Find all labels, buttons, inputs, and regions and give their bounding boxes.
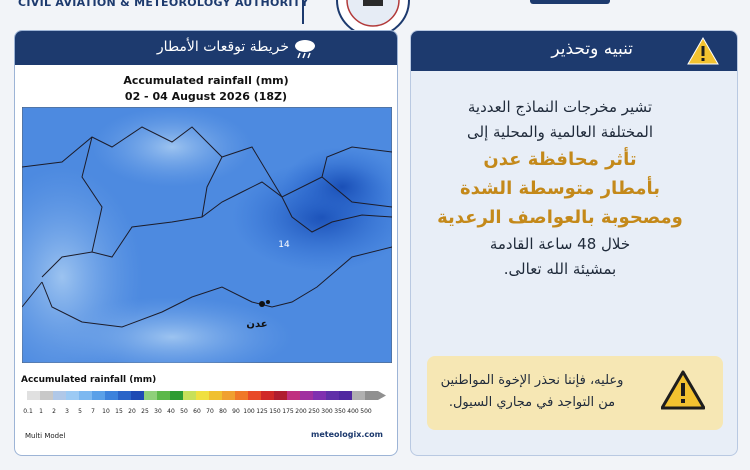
legend-swatch xyxy=(339,391,352,400)
warning-header: تنبيه وتحذير xyxy=(411,31,737,71)
city-label: عدن xyxy=(246,319,267,330)
legend: 0.1 1 2 3 5 7 10 15 20 25 30 40 50 60 70 80 90 100 125 150 1… xyxy=(23,391,386,415)
legend-swatch xyxy=(105,391,118,400)
body-line: بمشيئة الله تعالى. xyxy=(503,260,617,278)
legend-label: 70 xyxy=(206,408,214,415)
body-line: المختلفة العالمية والمحلية إلى xyxy=(467,123,653,141)
legend-label: 500 xyxy=(360,408,372,415)
legend-label: 2 xyxy=(52,408,56,415)
max-value-label: 14 xyxy=(278,240,290,250)
legend-swatch xyxy=(235,391,248,400)
legend-label: 200 xyxy=(295,408,307,415)
legend-label: 10 xyxy=(102,408,110,415)
legend-label: 175 xyxy=(282,408,294,415)
legend-swatch xyxy=(40,391,53,400)
legend-label: 150 xyxy=(269,408,281,415)
legend-label: 3 xyxy=(65,408,69,415)
alert-line: وعليه، فإننا نحذر الإخوة المواطنين xyxy=(440,373,624,388)
legend-swatch xyxy=(313,391,326,400)
legend-label: 25 xyxy=(141,408,149,415)
alert-box: وعليه، فإننا نحذر الإخوة المواطنين من الت… xyxy=(427,356,723,430)
legend-label: 80 xyxy=(219,408,227,415)
model-name: Multi Model xyxy=(25,432,66,440)
legend-label: 250 xyxy=(308,408,320,415)
source: meteologix.com xyxy=(311,430,383,439)
body-line: تشير مخرجات النماذج العددية xyxy=(467,98,653,116)
legend-label: 300 xyxy=(321,408,333,415)
authority-name: CIVIL AVIATION & METEOROLOGY AUTHORITY xyxy=(18,0,309,9)
legend-label: 7 xyxy=(91,408,95,415)
legend-swatch xyxy=(92,391,105,400)
legend-label: 125 xyxy=(256,408,268,415)
map-chart-subtitle: 02 - 04 August 2026 (18Z) xyxy=(124,90,288,103)
alert-line: من التواجد في مجاري السيول. xyxy=(448,395,616,410)
highlight-line: تأثر محافظة عدن xyxy=(483,149,637,170)
legend-swatch xyxy=(157,391,170,400)
legend-swatch xyxy=(118,391,131,400)
legend-label: 350 xyxy=(334,408,346,415)
legend-label: 1 xyxy=(39,408,43,415)
highlight-line: ومصحوبة بالعواصف الرعدية xyxy=(437,207,683,228)
warning-card: تنبيه وتحذير تشير مخرجات النماذج العددية… xyxy=(410,30,738,456)
legend-label: 30 xyxy=(154,408,162,415)
legend-swatch xyxy=(274,391,287,400)
legend-swatch xyxy=(79,391,92,400)
legend-swatch xyxy=(131,391,144,400)
legend-label: 90 xyxy=(232,408,240,415)
rain-icon xyxy=(295,40,315,59)
legend-label: 0.1 xyxy=(23,408,33,415)
warning-icon xyxy=(687,36,719,65)
map-heading: Accumulated rainfall (mm) 02 - 04 August… xyxy=(15,73,397,105)
legend-swatch xyxy=(365,391,378,400)
legend-label: 15 xyxy=(115,408,123,415)
map-card: خريطة توقعات الأمطار Accumulated rainfal… xyxy=(14,30,398,456)
warning-title: تنبيه وتحذير xyxy=(551,39,633,59)
legend-label: 60 xyxy=(193,408,201,415)
legend-label: 5 xyxy=(78,408,82,415)
legend-swatch xyxy=(261,391,274,400)
top-banner xyxy=(530,0,610,4)
map-card-title: خريطة توقعات الأمطار xyxy=(156,39,289,55)
legend-swatch xyxy=(209,391,222,400)
highlight-line: بأمطار متوسطة الشدة xyxy=(459,178,661,199)
legend-swatch xyxy=(300,391,313,400)
legend-label: 50 xyxy=(180,408,188,415)
divider xyxy=(302,0,304,24)
logo xyxy=(336,0,410,36)
legend-swatch xyxy=(352,391,365,400)
alert-text: وعليه، فإننا نحذر الإخوة المواطنين من الت… xyxy=(417,370,647,414)
legend-label: 100 xyxy=(243,408,255,415)
warning-body: تشير مخرجات النماذج العددية المختلفة العا… xyxy=(411,95,709,282)
legend-swatch xyxy=(183,391,196,400)
map-card-header: خريطة توقعات الأمطار xyxy=(15,31,397,65)
legend-arrow xyxy=(378,391,386,400)
legend-swatch xyxy=(27,391,40,400)
legend-swatch xyxy=(196,391,209,400)
body-line: خلال 48 ساعة القادمة xyxy=(489,235,631,253)
map-chart-title: Accumulated rainfall (mm) xyxy=(123,74,289,87)
legend-swatch xyxy=(170,391,183,400)
legend-swatch xyxy=(66,391,79,400)
legend-title: Accumulated rainfall (mm) xyxy=(21,375,157,385)
legend-swatch xyxy=(287,391,300,400)
legend-swatch xyxy=(53,391,66,400)
legend-swatch xyxy=(248,391,261,400)
legend-label: 40 xyxy=(167,408,175,415)
alert-icon xyxy=(661,370,705,410)
legend-swatch xyxy=(326,391,339,400)
rainfall-map: 14 عدن xyxy=(22,107,392,363)
legend-label: 20 xyxy=(128,408,136,415)
legend-swatch xyxy=(144,391,157,400)
legend-swatch xyxy=(222,391,235,400)
legend-label: 400 xyxy=(347,408,359,415)
